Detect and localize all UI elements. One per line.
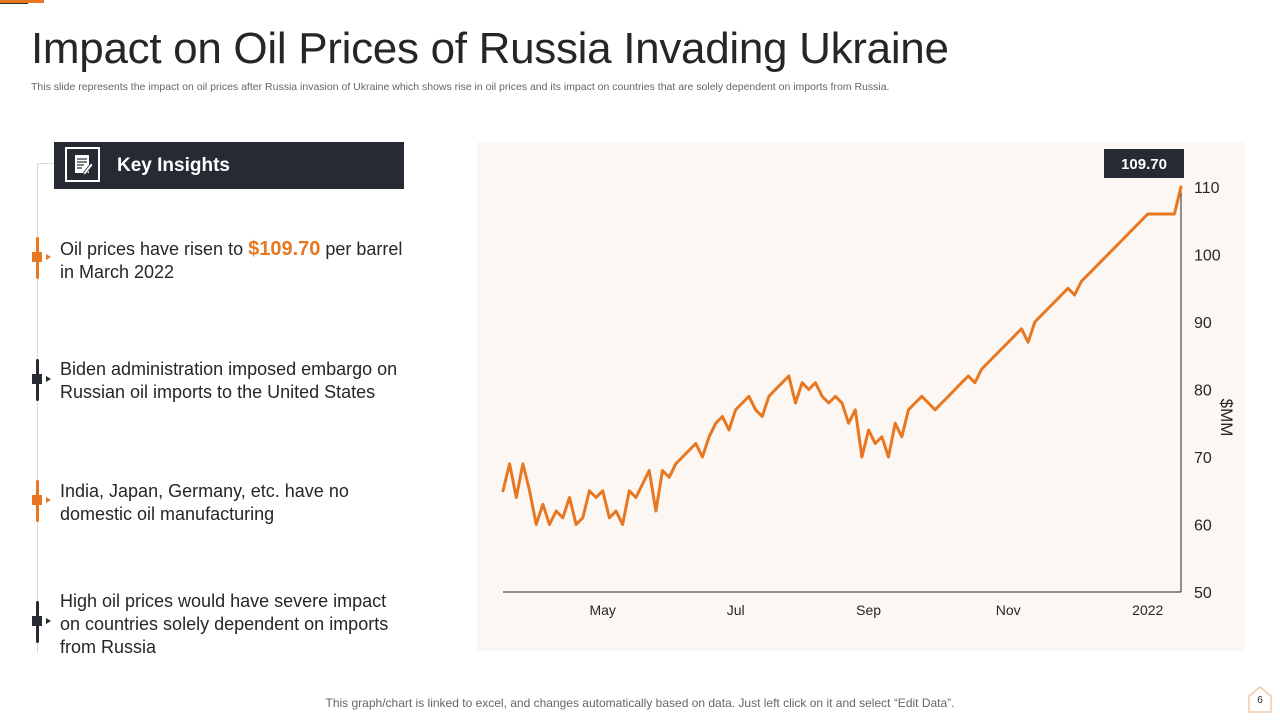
y-tick-label: 100	[1194, 248, 1221, 265]
insight-text-4: High oil prices would have severe impact…	[60, 591, 389, 657]
timeline-connector	[37, 163, 54, 164]
timeline-line	[37, 163, 38, 653]
oil-price-highlight: $109.70	[248, 238, 321, 260]
page-number-icon	[1248, 686, 1272, 713]
insight-marker-2	[31, 359, 51, 401]
insight-1-post: per barrel in March 2022	[60, 239, 403, 282]
y-tick-label: 70	[1194, 450, 1212, 467]
x-tick-label: Sep	[856, 602, 881, 618]
last-value-callout	[1104, 149, 1184, 178]
y-tick-label: 60	[1194, 518, 1212, 535]
x-tick-label: Jul	[727, 602, 745, 618]
y-tick-label: 90	[1194, 315, 1212, 332]
insight-text-2: Biden administration imposed embargo on …	[60, 359, 398, 402]
oil-price-line-chart: 5060708090100110$MMMayJulSepNov2022Mar10…	[501, 149, 1236, 618]
page-subtitle: This slide represents the impact on oil …	[31, 81, 890, 93]
page-title: Impact on Oil Prices of Russia Invading …	[31, 24, 949, 73]
y-tick-label: 110	[1194, 180, 1220, 197]
y-tick-label: 80	[1194, 383, 1212, 400]
insight-text-3: India, Japan, Germany, etc. have no dome…	[60, 481, 349, 524]
y-tick-label: 50	[1194, 585, 1212, 602]
x-tick-label: 2022	[1132, 602, 1163, 618]
notepad-icon	[65, 147, 100, 182]
last-value-label: 109.70	[1121, 156, 1167, 173]
top-accent-line	[0, 3, 28, 4]
x-tick-label: Nov	[996, 602, 1021, 618]
y-axis-label: $MM	[1217, 399, 1236, 437]
footer-note: This graph/chart is linked to excel, and…	[325, 696, 955, 710]
insight-marker-1	[31, 237, 51, 279]
x-tick-label: May	[589, 602, 615, 618]
insight-marker-4	[31, 601, 51, 643]
insight-marker-3	[31, 480, 51, 522]
oil-price-chart: 5060708090100110$MMMayJulSepNov2022Mar10…	[477, 142, 1245, 651]
key-insights-title: Key Insights	[117, 155, 230, 176]
top-accent-bar	[0, 0, 44, 3]
key-insights-header: Key Insights	[54, 142, 404, 189]
insight-text-1: Oil prices have risen to $109.70 per bar…	[60, 238, 420, 284]
insight-1-pre: Oil prices have risen to	[60, 239, 249, 259]
series-line-oil-price	[501, 185, 1183, 526]
page-number: 6	[1257, 695, 1263, 706]
